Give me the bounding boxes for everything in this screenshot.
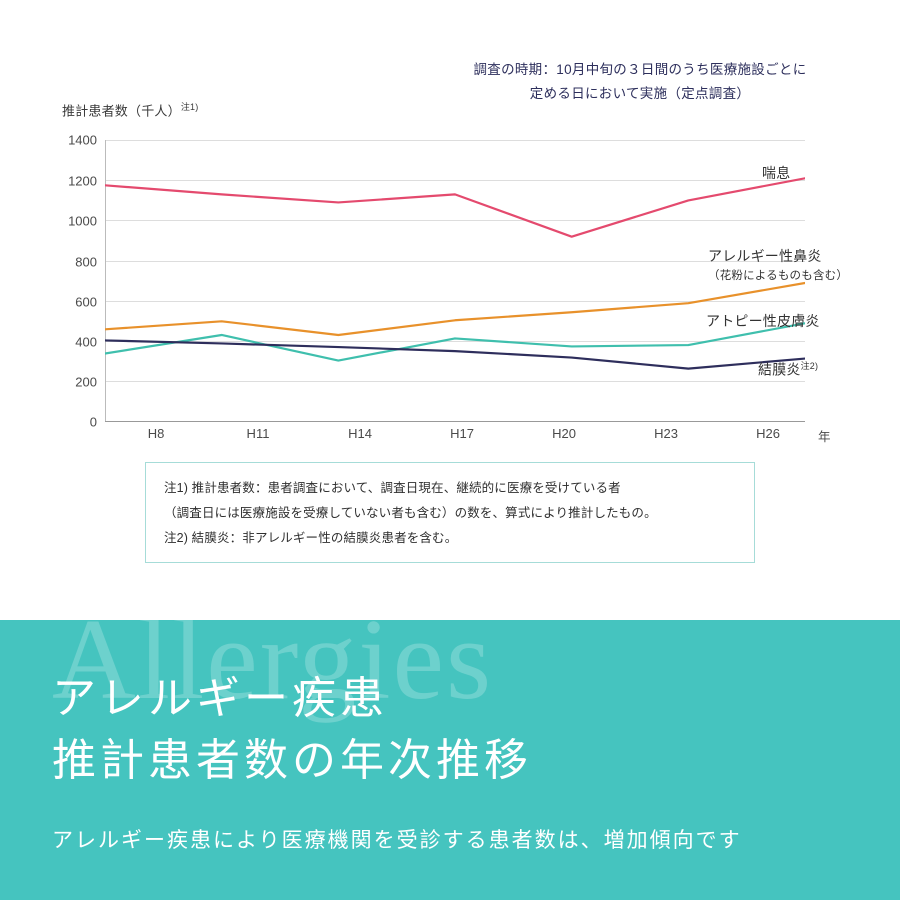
banner-watermark: Allergies: [52, 620, 494, 724]
y-tick-1000: 1000: [68, 213, 97, 228]
banner-subtitle: アレルギー疾患により医療機関を受診する患者数は、増加傾向です: [52, 828, 742, 852]
series-label-asthma-text: 喘息: [762, 165, 791, 181]
footnote-1-line-1: 注1) 推計患者数：患者調査において、調査日現在、継続的に医療を受けている者: [164, 481, 621, 495]
series-label-asthma: 喘息: [762, 163, 790, 183]
series-line-アレルギー性鼻炎: [105, 281, 805, 337]
series-label-rhinitis-text: アレルギー性鼻炎: [708, 248, 822, 264]
y-tick-0: 0: [89, 414, 97, 430]
survey-period-note: 調査の時期：10月中旬の３日間のうち医療施設ごとに 定める日において実施（定点調…: [430, 58, 850, 106]
series-label-conjunctivitis: 結膜炎注2): [758, 359, 818, 380]
survey-note-line-1: 調査の時期：10月中旬の３日間のうち医療施設ごとに: [473, 62, 807, 77]
series-label-conjunctivitis-text: 結膜炎: [758, 361, 801, 378]
x-axis-unit-label: 年: [818, 430, 831, 444]
line-chart-svg: [105, 140, 805, 422]
footnote-2: 注2) 結膜炎：非アレルギー性の結膜炎患者を含む。: [164, 531, 458, 545]
plot-area: 0 200 400 600 800 1000 1200 1400 H8 H11 …: [68, 133, 805, 441]
banner-title-line-2: 推計患者数の年次推移: [52, 736, 532, 785]
y-axis-title: 推計患者数（千人）注1): [62, 100, 198, 119]
y-axis-title-text: 推計患者数（千人）: [62, 103, 181, 119]
chart-section: 調査の時期：10月中旬の３日間のうち医療施設ごとに 定める日において実施（定点調…: [62, 58, 850, 563]
y-tick-800: 800: [75, 254, 97, 269]
y-tick-400: 400: [75, 334, 97, 349]
survey-note-line-2: 定める日において実施（定点調査）: [529, 86, 751, 101]
series-line-アトピー性皮膚炎: [105, 322, 805, 362]
x-tick-h11: H11: [246, 426, 270, 441]
x-tick-h8: H8: [147, 426, 165, 441]
series-label-rhinitis-sub: （花粉によるものも含む）: [708, 270, 849, 282]
y-tick-1400: 1400: [68, 132, 97, 148]
banner-section: Allergies アレルギー疾患 推計患者数の年次推移 アレルギー疾患により医…: [0, 620, 900, 900]
x-tick-h14: H14: [348, 426, 372, 441]
y-tick-600: 600: [75, 294, 97, 309]
series-line-喘息: [105, 177, 805, 238]
y-tick-1200: 1200: [68, 173, 97, 188]
x-tick-h20: H20: [552, 426, 576, 441]
x-tick-h17: H17: [450, 426, 474, 441]
y-tick-200: 200: [75, 374, 97, 389]
x-tick-h26: H26: [756, 426, 780, 441]
series-line-結膜炎: [105, 339, 805, 370]
banner-title-line-1: アレルギー疾患: [52, 674, 388, 723]
gridlines: [105, 140, 805, 382]
banner-title: アレルギー疾患 推計患者数の年次推移: [52, 668, 532, 792]
footnote-1-line-2: （調査日には医療施設を受療していない者も含む）の数を、算式により推計したもの。: [164, 506, 657, 520]
data-series-group: [105, 177, 805, 370]
footnote-box: 注1) 推計患者数：患者調査において、調査日現在、継続的に医療を受けている者 （…: [145, 462, 755, 563]
x-tick-h23: H23: [654, 426, 678, 441]
series-label-conjunctivitis-footnote-ref: 注2): [800, 361, 819, 371]
series-label-rhinitis: アレルギー性鼻炎 （花粉によるものも含む）: [708, 246, 848, 283]
series-label-dermatitis: アトピー性皮膚炎: [706, 311, 820, 331]
series-label-dermatitis-text: アトピー性皮膚炎: [706, 313, 820, 329]
y-axis-title-footnote-ref: 注1): [180, 102, 199, 112]
